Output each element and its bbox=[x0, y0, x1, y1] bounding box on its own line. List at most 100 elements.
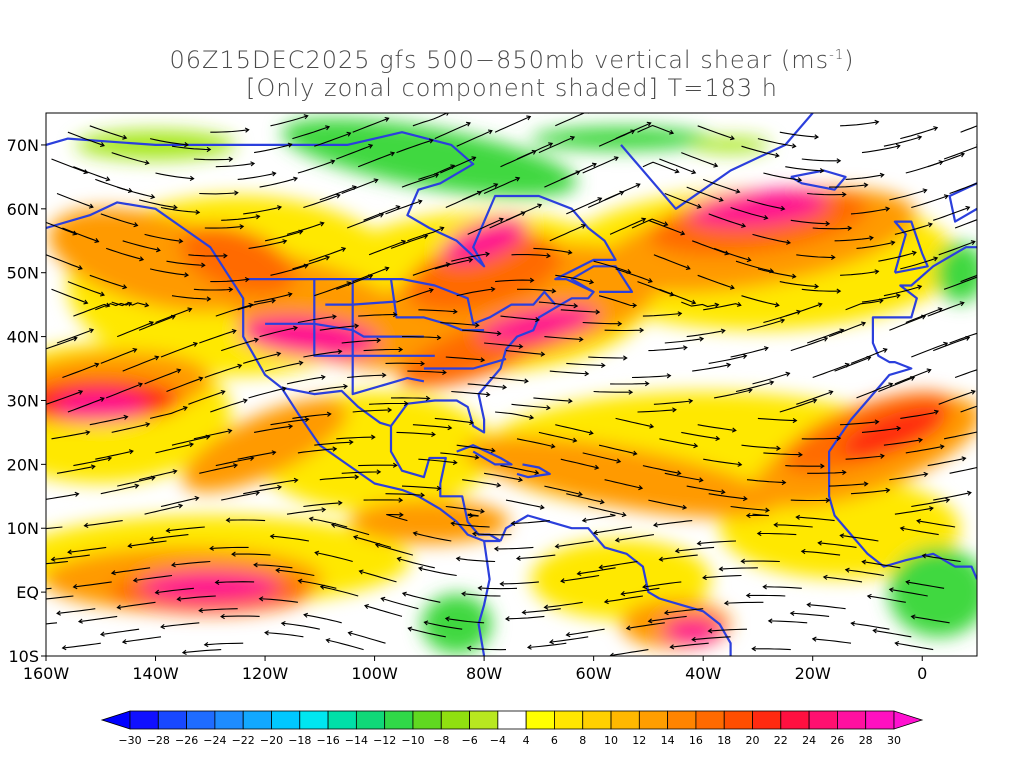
streamline-arrowhead bbox=[691, 299, 697, 305]
streamline-arrowhead bbox=[635, 183, 641, 188]
streamline bbox=[100, 484, 139, 495]
streamline bbox=[511, 254, 550, 257]
streamline bbox=[911, 342, 948, 358]
streamline-arrowhead bbox=[588, 430, 594, 436]
streamline bbox=[659, 438, 698, 447]
streamline-arrowhead bbox=[233, 463, 239, 469]
streamline-arrowhead bbox=[841, 191, 847, 198]
streamline bbox=[67, 131, 105, 147]
streamline-arrowhead bbox=[899, 526, 905, 532]
streamline-arrowhead bbox=[811, 636, 817, 642]
streamline-arrowhead bbox=[785, 371, 791, 377]
coastline-gulf-central-america bbox=[389, 426, 502, 542]
streamline-arrowhead bbox=[861, 321, 867, 327]
streamline-arrowhead bbox=[888, 382, 894, 388]
streamline bbox=[708, 213, 746, 227]
streamline bbox=[89, 125, 127, 139]
lon-tick-label: 20W bbox=[795, 664, 831, 683]
streamline-arrowhead bbox=[474, 454, 480, 460]
streamline bbox=[111, 567, 151, 574]
streamline-arrowhead bbox=[346, 131, 352, 137]
streamline-arrowhead bbox=[474, 322, 480, 328]
streamline-arrowhead bbox=[347, 630, 353, 636]
streamline-arrowhead bbox=[927, 222, 933, 228]
streamline bbox=[922, 554, 961, 563]
streamline-arrowhead bbox=[287, 292, 293, 298]
streamline-arrowhead bbox=[133, 222, 139, 228]
streamline-arrowhead bbox=[546, 253, 551, 259]
streamline-arrowhead bbox=[490, 286, 496, 292]
streamline-arrowhead bbox=[691, 636, 696, 642]
streamline-arrowhead bbox=[550, 443, 556, 449]
streamline-arrowhead bbox=[332, 314, 337, 320]
streamline bbox=[221, 615, 260, 618]
streamline-arrowhead bbox=[228, 286, 234, 293]
streamline bbox=[703, 458, 742, 466]
streamline-arrowhead bbox=[485, 251, 490, 257]
streamline-arrowhead bbox=[642, 584, 648, 590]
streamline-arrowhead bbox=[723, 600, 729, 606]
streamline bbox=[549, 370, 589, 375]
streamline bbox=[484, 342, 523, 348]
streamline bbox=[259, 177, 298, 188]
coastline-britain bbox=[893, 220, 929, 274]
colorbar-tick-label: 10 bbox=[604, 734, 618, 747]
streamline-arrowhead bbox=[628, 389, 634, 395]
streamline bbox=[517, 288, 556, 292]
streamline-arrowhead bbox=[729, 284, 735, 290]
colorbar-left-arrow bbox=[100, 710, 131, 730]
colorbar-swatch bbox=[780, 710, 810, 730]
streamline bbox=[188, 390, 225, 405]
streamline-arrowhead bbox=[518, 477, 524, 483]
streamline-arrowhead bbox=[452, 459, 458, 465]
streamline-arrowhead bbox=[477, 585, 483, 591]
streamline bbox=[730, 206, 768, 219]
streamline bbox=[73, 166, 110, 181]
streamline-arrowhead bbox=[872, 628, 878, 634]
border-state bbox=[423, 357, 507, 370]
streamline bbox=[670, 642, 709, 648]
streamline-arrowhead bbox=[144, 302, 150, 308]
streamline-arrowhead bbox=[271, 450, 277, 456]
streamline-arrowhead bbox=[203, 641, 209, 648]
lat-tick-label: 40N bbox=[7, 328, 39, 347]
streamline-arrowhead bbox=[100, 631, 105, 637]
streamline bbox=[494, 546, 534, 550]
streamline-arrowhead bbox=[381, 372, 387, 378]
streamline bbox=[708, 493, 747, 500]
streamline bbox=[582, 321, 622, 325]
streamline bbox=[352, 117, 389, 133]
streamline bbox=[796, 516, 835, 522]
colorbar-swatch bbox=[865, 710, 895, 730]
streamline-arrowhead bbox=[895, 143, 901, 149]
streamline-arrowhead bbox=[293, 325, 299, 331]
streamline bbox=[686, 329, 725, 338]
streamline-arrowhead bbox=[800, 548, 806, 555]
streamline-arrowhead bbox=[978, 430, 982, 434]
streamline bbox=[303, 194, 340, 209]
streamline-arrowhead bbox=[592, 529, 598, 536]
streamline bbox=[566, 362, 605, 367]
streamline bbox=[57, 608, 96, 614]
streamline-arrowhead bbox=[442, 369, 447, 375]
colorbar-tick-label: 18 bbox=[717, 734, 731, 747]
streamline bbox=[204, 642, 244, 646]
streamline bbox=[210, 129, 249, 133]
colorbar-swatch bbox=[497, 710, 527, 730]
streamline bbox=[643, 581, 682, 588]
shade-region bbox=[182, 398, 348, 492]
streamline bbox=[303, 614, 342, 624]
streamline-arrowhead bbox=[874, 419, 880, 425]
coastline-norway bbox=[948, 182, 977, 223]
streamline bbox=[73, 581, 112, 588]
streamline-arrowhead bbox=[524, 378, 529, 384]
colorbar: −30 −28 −26 −24 −22 −20 −18 −16 −14 −12 −10 −8 −6 −4 4… bbox=[100, 710, 924, 747]
streamline-arrowhead bbox=[847, 225, 853, 231]
streamline bbox=[604, 595, 643, 603]
streamline-arrowhead bbox=[471, 156, 477, 162]
streamline-arrowhead bbox=[691, 169, 697, 175]
streamline bbox=[582, 156, 619, 174]
streamline-arrowhead bbox=[616, 458, 622, 464]
streamline-arrowhead bbox=[578, 336, 584, 342]
streamline-arrowhead bbox=[729, 135, 735, 141]
